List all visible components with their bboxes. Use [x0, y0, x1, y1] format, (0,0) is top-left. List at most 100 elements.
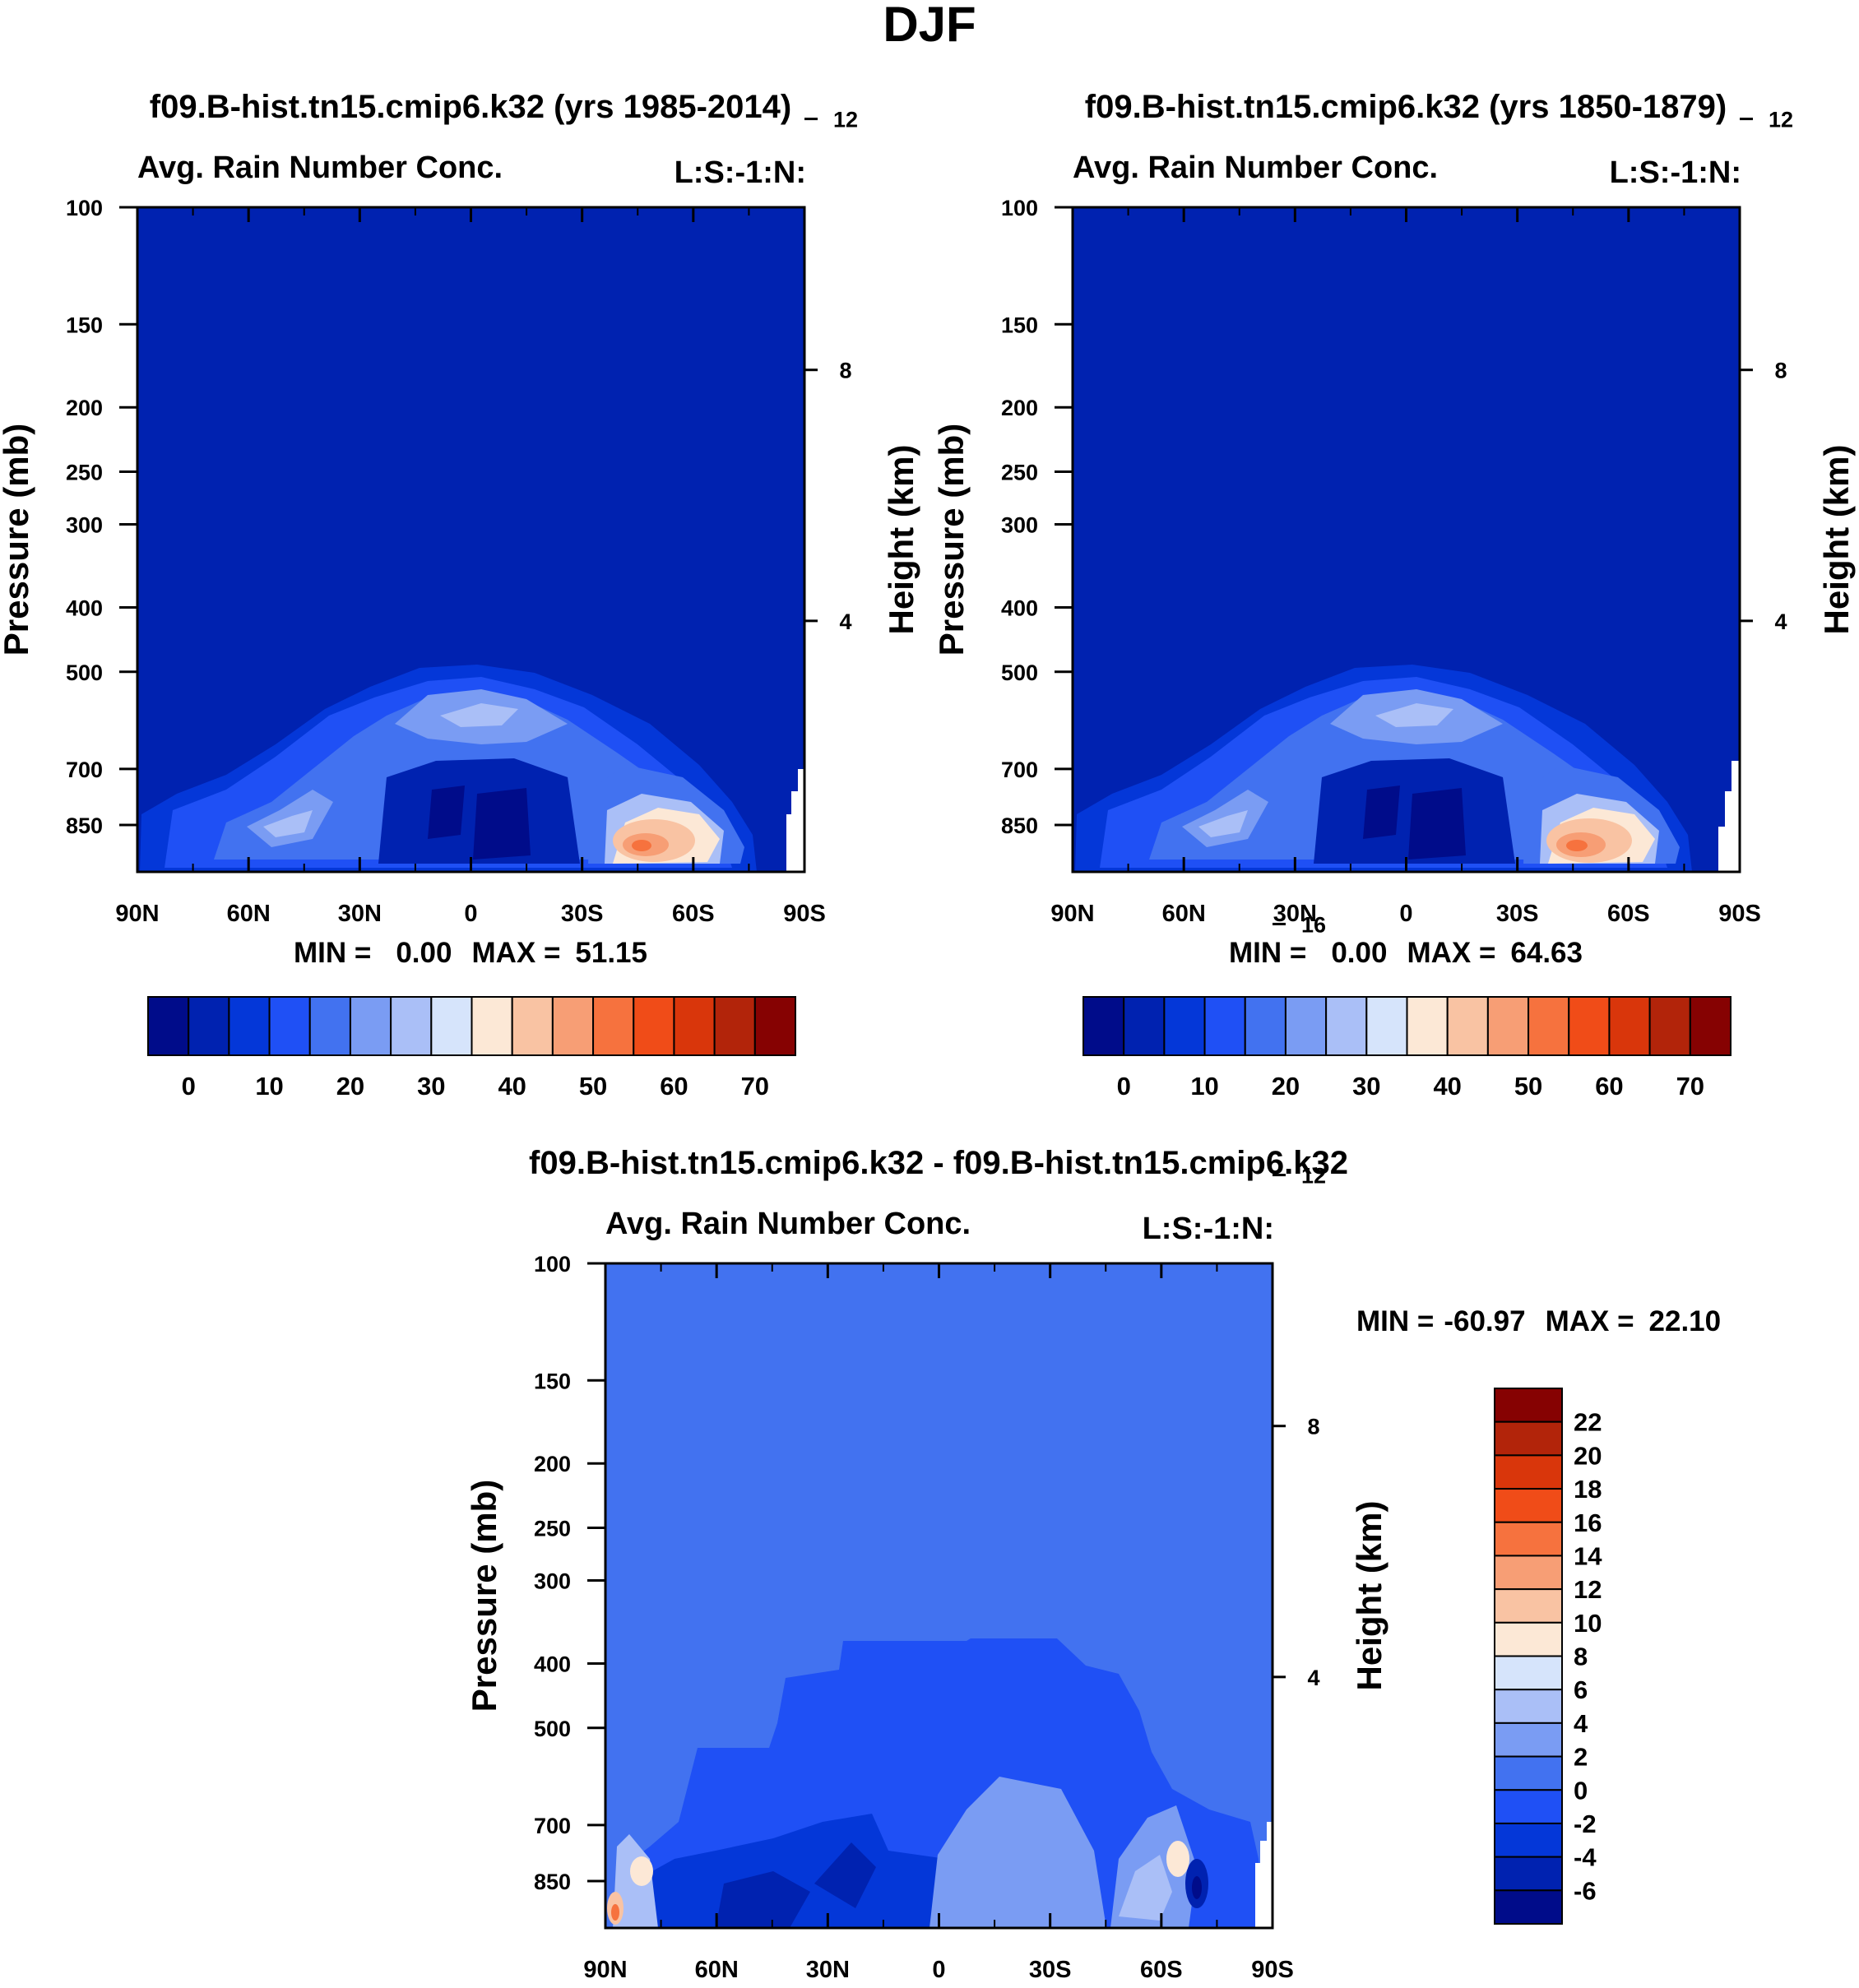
height-tick-label: 12: [1769, 108, 1793, 132]
axes: 90N 60N 30N 0 30S 60S 90S100150200250300400500…: [534, 912, 1326, 1983]
height-tick-label: 4: [1307, 1666, 1319, 1690]
y-tick-label: 700: [534, 1814, 571, 1838]
colorbar-label: 2: [1574, 1743, 1588, 1772]
colorbar-box: [633, 996, 675, 1056]
colorbar-box: [673, 996, 716, 1056]
colorbar-label: 60: [660, 1072, 688, 1101]
colorbar-box: [1486, 996, 1530, 1056]
colorbar-label: 18: [1574, 1475, 1602, 1504]
y-tick-label: 300: [1001, 513, 1038, 538]
height-tick-label: 8: [1307, 1415, 1319, 1439]
colorbar-box: [1494, 1555, 1563, 1591]
colorbar-label: 30: [1352, 1072, 1380, 1101]
x-tick-label: 90N: [115, 901, 159, 927]
x-tick-label: 60N: [227, 901, 271, 927]
height-tick-label: 4: [839, 609, 851, 634]
colorbar-box: [1494, 1689, 1563, 1724]
x-tick-label: 30N: [338, 901, 382, 927]
y-tick-label: 400: [66, 595, 103, 620]
y-tick-label: 100: [534, 1252, 571, 1277]
contour-max-core: [632, 840, 651, 851]
y-tick-label: 150: [1001, 313, 1038, 337]
figure-title: DJF: [883, 0, 976, 52]
colorbar-box: [471, 996, 513, 1056]
right-string: L:S:-1:N:: [1610, 155, 1741, 190]
plot-field: [605, 1263, 1273, 1928]
contour-pale-arc-inner: [1375, 703, 1453, 727]
axes: 90N 60N 30N 0 30S 60S 90S100150200250300400500…: [1001, 108, 1793, 927]
panel-title: f09.B-hist.tn15.cmip6.k32 (yrs 1850-1879…: [1085, 89, 1727, 125]
y-tick-label: 400: [534, 1652, 571, 1676]
max-value: 22.10: [1649, 1305, 1722, 1337]
height-tick-label: 12: [1301, 1164, 1326, 1189]
max-value: 64.63: [1510, 937, 1583, 969]
min-value: -60.97: [1444, 1305, 1525, 1337]
colorbar-box: [1689, 996, 1732, 1056]
no-data-region: [1255, 1822, 1273, 1928]
colorbar-box: [1203, 996, 1246, 1056]
left-string: Avg. Rain Number Conc.: [137, 151, 503, 185]
colorbar-label: 10: [1574, 1609, 1602, 1638]
colorbar-box: [430, 996, 473, 1056]
stats: MIN = 0.00 MAX = 64.63: [1229, 937, 1583, 969]
colorbar-label: -6: [1574, 1876, 1597, 1905]
y-tick-label: 700: [66, 758, 103, 782]
colorbar-box: [1568, 996, 1611, 1056]
colorbar-box: [228, 996, 271, 1056]
colorbar-label: 6: [1574, 1675, 1588, 1704]
y-tick-label: 500: [534, 1717, 571, 1741]
colorbar-box: [390, 996, 433, 1056]
height-tick-label: 8: [839, 359, 851, 383]
colorbar-label: 30: [417, 1072, 445, 1101]
min-label: MIN =: [1229, 937, 1306, 969]
colorbar-box: [713, 996, 756, 1056]
right-string: L:S:-1:N:: [675, 155, 806, 190]
x-tick-label: 30N: [806, 1957, 850, 1983]
y-tick-label: 200: [534, 1452, 571, 1476]
y-tick-label: 700: [1001, 758, 1038, 782]
ylabel-right: Height (km): [1817, 445, 1856, 635]
colorbar-box: [1494, 1822, 1563, 1858]
colorbar-label: 20: [1272, 1072, 1300, 1101]
colorbar-box: [753, 996, 796, 1056]
axes: 90N 60N 30N 0 30S 60S 90S100150200250300400500…: [66, 108, 858, 927]
colorbar: 0 10 20 30 40 50 60 70: [1082, 996, 1732, 1101]
stats: MIN = -60.97 MAX = 22.10: [1356, 1305, 1721, 1337]
x-tick-label: 0: [1399, 901, 1412, 927]
no-data-region: [1718, 761, 1740, 872]
x-tick-label: 60S: [1140, 1957, 1183, 1983]
colorbar-label: -2: [1574, 1810, 1597, 1838]
colorbar-box: [1494, 1755, 1563, 1791]
colorbar-box: [188, 996, 230, 1056]
colorbar-box: [1608, 996, 1651, 1056]
x-tick-label: 30S: [1496, 901, 1539, 927]
ylabel-right: Height (km): [1350, 1501, 1388, 1691]
contour-pale-arc-inner: [440, 703, 518, 727]
max-label: MAX =: [1546, 1305, 1634, 1337]
min-label: MIN =: [1356, 1305, 1434, 1337]
x-tick-label: 30S: [561, 901, 604, 927]
height-tick-label: 4: [1774, 609, 1787, 634]
colorbar-box: [592, 996, 635, 1056]
y-tick-label: 250: [66, 461, 103, 485]
colorbar-box: [1494, 1488, 1563, 1523]
y-tick-label: 500: [1001, 660, 1038, 685]
left-string: Avg. Rain Number Conc.: [605, 1207, 971, 1241]
colorbar-box: [308, 996, 351, 1056]
x-tick-label: 0: [932, 1957, 945, 1983]
x-tick-label: 60S: [672, 901, 715, 927]
colorbar-box: [1494, 1889, 1563, 1925]
colorbar-box: [551, 996, 595, 1056]
colorbar-label: 10: [1190, 1072, 1218, 1101]
max-label: MAX =: [1407, 937, 1495, 969]
plot-field: [1073, 207, 1740, 872]
ylabel: Pressure (mb): [0, 424, 35, 656]
y-tick-label: 500: [66, 660, 103, 685]
diff-pos-light: [1119, 1855, 1172, 1921]
diff-pos-band-center: [930, 1777, 1106, 1928]
colorbar-box: [511, 996, 554, 1056]
diff-neg-core: [716, 1842, 876, 1928]
y-tick-label: 850: [1001, 813, 1038, 838]
diff-max-core: [611, 1904, 619, 1921]
